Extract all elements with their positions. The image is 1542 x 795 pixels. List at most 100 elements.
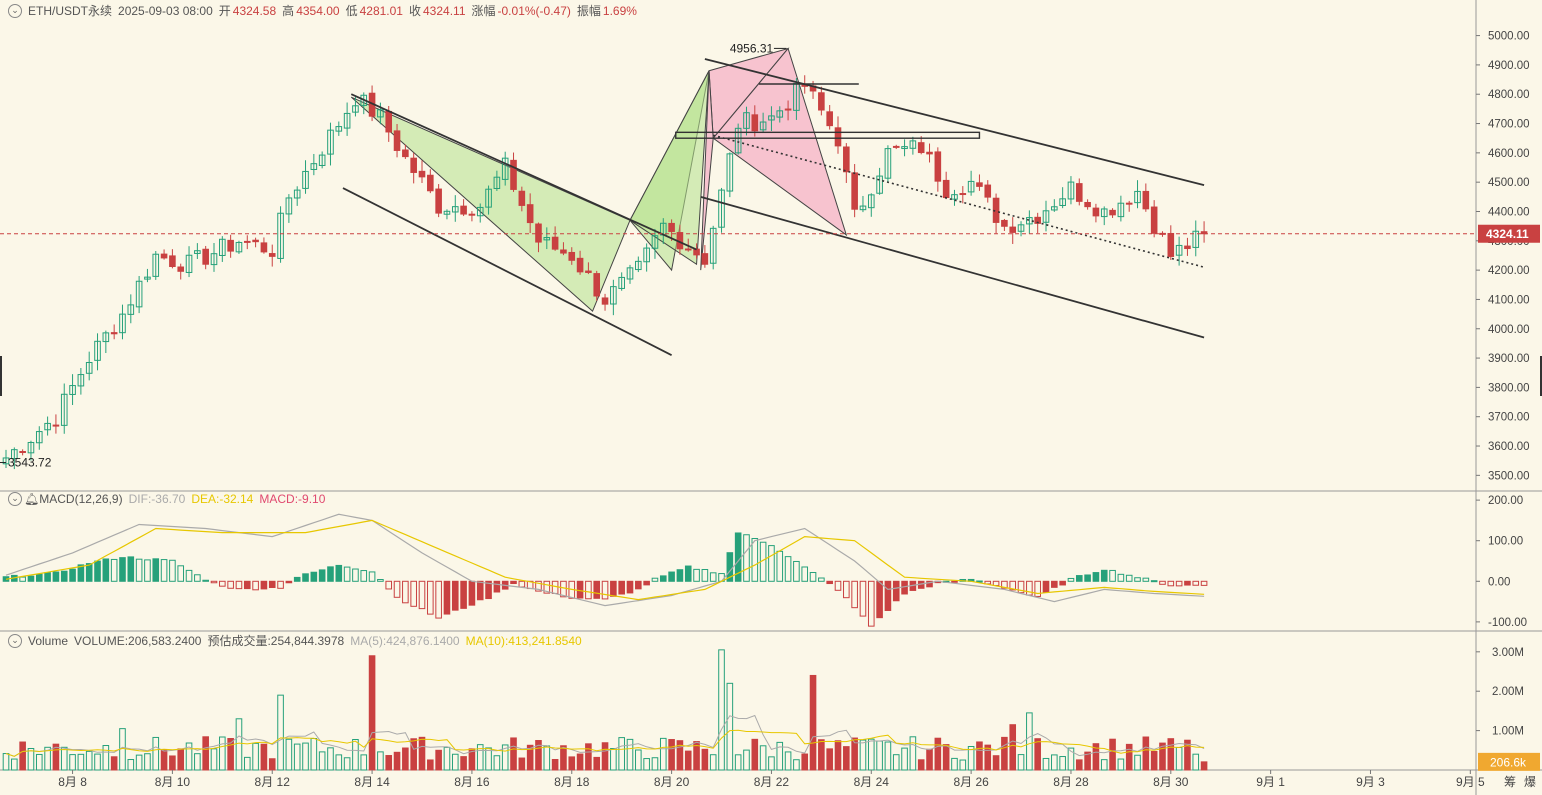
macd-bar <box>668 571 675 582</box>
volume-bar <box>243 756 251 771</box>
volume-bar <box>1125 743 1133 771</box>
price-tick-label: 4500.00 <box>1488 177 1530 189</box>
collapse-icon[interactable]: ⌄ <box>8 633 22 648</box>
candle-body <box>934 151 942 182</box>
macd-bar <box>1159 580 1166 585</box>
volume-bar <box>668 739 675 771</box>
axis-button[interactable]: 筹 <box>1504 775 1516 789</box>
volume-bar <box>169 755 176 771</box>
candle-body <box>476 206 484 217</box>
change-value: -0.01%(-0.47) <box>497 3 571 18</box>
axis-button[interactable]: 爆 <box>1524 775 1536 789</box>
macd-bar <box>867 580 875 627</box>
macd-bar <box>476 580 484 601</box>
candle-body <box>427 174 434 192</box>
current-price-tag-label: 4324.11 <box>1486 227 1529 241</box>
macd-bar <box>851 580 858 609</box>
candle-body <box>618 276 625 289</box>
candle-body <box>1034 216 1041 224</box>
candle-body <box>560 249 567 254</box>
high-annotation: 4956.31 <box>730 41 774 55</box>
candle-body <box>1042 210 1050 223</box>
collapse-icon[interactable]: ⌄ <box>8 3 22 18</box>
candle-body <box>951 194 958 200</box>
volume-bar <box>210 748 218 771</box>
volume-bar <box>393 751 401 771</box>
macd-bar <box>69 568 76 582</box>
candle-body <box>967 180 975 193</box>
candle-body <box>235 241 243 253</box>
price-tick-label: 4000.00 <box>1488 324 1530 336</box>
volume-bar <box>135 754 143 771</box>
scroll-handle[interactable] <box>1540 356 1542 396</box>
macd-bar <box>635 580 642 590</box>
macd-bar <box>1009 580 1017 591</box>
candle-body <box>892 145 900 148</box>
candle-body <box>1009 226 1017 233</box>
volume-bar <box>144 753 151 771</box>
candle-body <box>27 441 35 454</box>
candle-body <box>410 157 417 173</box>
candle-body <box>1184 245 1191 250</box>
candle-body <box>510 159 517 190</box>
macd-bar <box>560 580 567 598</box>
macd-bar <box>451 580 459 611</box>
macd-bar <box>585 580 592 600</box>
volume-bar <box>2 753 10 771</box>
macd-bar <box>327 566 334 582</box>
volume-bar <box>343 757 351 771</box>
open-value: 4324.58 <box>232 3 277 18</box>
time-tick-label: 8月 10 <box>155 775 191 789</box>
macd-bar <box>809 572 817 582</box>
candle-body <box>285 197 293 215</box>
candle-body <box>435 188 442 214</box>
volume-bar <box>1092 743 1100 771</box>
volume-bar <box>684 750 692 771</box>
macd-bar <box>119 557 126 582</box>
candle-body <box>293 189 301 199</box>
volume-bar <box>493 755 501 771</box>
volume-bar <box>227 738 234 771</box>
candle-body <box>884 148 892 179</box>
volume-bar <box>427 759 434 771</box>
volume-tick-label: 2.00M <box>1492 686 1524 698</box>
volume-bar <box>485 747 492 771</box>
low-annotation: 3543.72 <box>8 456 52 470</box>
dea-line <box>5 519 1205 601</box>
bell-icon[interactable]: 🔔︎ <box>24 492 40 506</box>
price-tick-label: 4200.00 <box>1488 265 1530 277</box>
volume-bar <box>601 742 609 771</box>
candle-body <box>485 188 492 208</box>
volume-bar <box>260 743 268 771</box>
scroll-handle[interactable] <box>0 356 2 396</box>
volume-bar <box>568 756 576 771</box>
macd-bar <box>227 580 234 589</box>
macd-bar <box>776 550 784 582</box>
volume-bar <box>984 744 992 771</box>
candle-body <box>834 127 842 147</box>
macd-tick-label: 0.00 <box>1488 576 1510 588</box>
volume-bar <box>618 737 625 771</box>
macd-bar <box>1075 575 1083 582</box>
volume-bar <box>19 741 26 771</box>
price-tick-label: 3700.00 <box>1488 412 1530 424</box>
macd-bar <box>676 569 684 582</box>
volume-bar <box>951 757 958 771</box>
candle-body <box>668 222 675 232</box>
candle-body <box>318 154 326 166</box>
low-label: 低 <box>345 4 358 18</box>
high-value: 4354.00 <box>296 3 340 18</box>
candle-body <box>1142 190 1150 210</box>
datetime-label: 2025-09-03 08:00 <box>118 3 213 18</box>
macd-bar <box>302 573 309 582</box>
candle-body <box>751 114 759 132</box>
macd-bar <box>152 558 160 582</box>
collapse-icon[interactable]: ⌄ <box>8 492 22 506</box>
volume-bar <box>676 740 684 771</box>
candle-body <box>768 115 775 121</box>
symbol-label: ETH/USDT永续 <box>28 4 113 18</box>
volume-bar <box>776 741 784 771</box>
volume-bar <box>1059 756 1066 771</box>
macd-bar <box>834 580 842 591</box>
